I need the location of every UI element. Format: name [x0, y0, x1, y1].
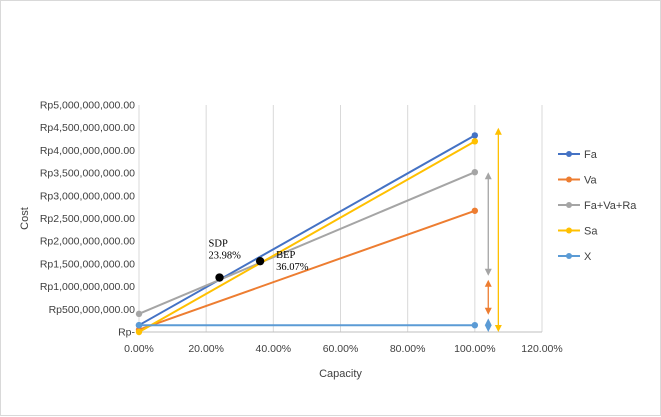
- legend-entry-Va: Va: [584, 175, 598, 187]
- y-axis-title: Cost: [19, 207, 31, 230]
- y-tick-label-1: Rp500,000,000.00: [49, 304, 136, 316]
- arrow-head-bottom-3: [494, 325, 502, 332]
- y-tick-label-7: Rp3,500,000,000.00: [40, 168, 135, 180]
- legend-entry-Sa: Sa: [584, 226, 598, 238]
- series-point-Va-1: [471, 207, 479, 214]
- x-tick-label-1: 20.00%: [188, 343, 224, 355]
- legend: Fa Va Fa+Va+Ra Sa X: [558, 149, 637, 263]
- y-tick-label-2: Rp1,000,000,000.00: [40, 281, 135, 293]
- legend-marker-Sa: [566, 227, 572, 234]
- annotation-point-BEP: [255, 256, 265, 266]
- x-tick-label-5: 100.00%: [454, 343, 495, 355]
- legend-entry-X: X: [584, 251, 592, 263]
- legend-marker-X: [566, 253, 572, 259]
- series-point-Fa-1: [471, 132, 479, 139]
- series-point-Sa-1: [471, 138, 479, 145]
- series-line-Va: [138, 209, 476, 331]
- x-tick-label-2: 40.00%: [256, 343, 292, 355]
- x-tick-label-0: 0.00%: [124, 343, 154, 355]
- annotation-value-SDP: 23.98%: [209, 251, 242, 262]
- arrows: [484, 127, 502, 332]
- series-line-Sa: [138, 140, 476, 333]
- x-tick-label-4: 80.00%: [390, 343, 426, 355]
- series-line-Fa: [138, 134, 476, 327]
- arrow-head-bottom-2: [484, 325, 492, 332]
- series-lines: [135, 132, 479, 336]
- annotation-value-BEP: 36.07%: [276, 262, 309, 273]
- y-tick-label-0: Rp-: [118, 327, 135, 339]
- y-tick-label-6: Rp3,000,000,000.00: [40, 190, 135, 202]
- series-point-X-1: [471, 321, 479, 329]
- arrow-head-top-1: [484, 279, 492, 287]
- annotation-label-BEP: BEP: [276, 250, 295, 261]
- arrow-head-top-3: [494, 127, 502, 135]
- legend-entry-Fa+Va+Ra: Fa+Va+Ra: [584, 200, 637, 212]
- y-tick-label-9: Rp4,500,000,000.00: [40, 122, 135, 134]
- series-point-Fa+Va+Ra-0: [135, 310, 143, 318]
- series-point-Sa-0: [135, 328, 143, 336]
- arrow-head-top-2: [484, 318, 492, 326]
- y-tick-label-5: Rp2,500,000,000.00: [40, 213, 135, 225]
- legend-marker-Va: [566, 176, 572, 183]
- annotation-label-SDP: SDP: [209, 239, 228, 250]
- series-point-Fa+Va+Ra-1: [471, 168, 479, 176]
- series-line-Fa+Va+Ra: [138, 171, 476, 315]
- arrow-head-bottom-0: [484, 268, 492, 276]
- y-tick-label-4: Rp2,000,000,000.00: [40, 236, 135, 248]
- x-tick-label-6: 120.00%: [521, 343, 562, 355]
- axes: Rp- Rp500,000,000.00 Rp1,000,000,000.00 Rp1…: [40, 100, 563, 356]
- legend-marker-Fa: [566, 151, 572, 157]
- series-point-X-0: [135, 321, 143, 329]
- y-tick-label-8: Rp4,000,000,000.00: [40, 145, 135, 157]
- legend-entry-Fa: Fa: [584, 149, 598, 161]
- legend-marker-Fa+Va+Ra: [566, 202, 572, 208]
- arrow-head-bottom-1: [484, 307, 492, 315]
- x-tick-label-3: 60.00%: [323, 343, 359, 355]
- x-axis-title: Capacity: [319, 368, 362, 380]
- y-tick-label-10: Rp5,000,000,000.00: [40, 100, 135, 112]
- annotation-point-SDP: [215, 273, 224, 282]
- arrow-head-top-0: [484, 172, 492, 180]
- y-tick-label-3: Rp1,500,000,000.00: [40, 258, 135, 270]
